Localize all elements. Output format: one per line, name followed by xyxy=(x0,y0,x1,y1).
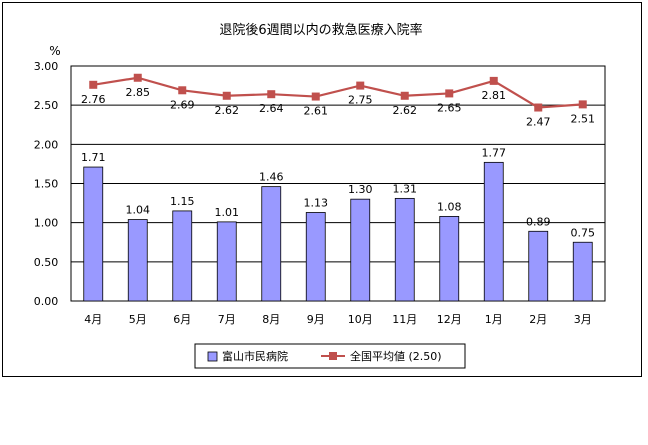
legend-line-marker xyxy=(329,352,337,360)
legend-label-line: 全国平均値 (2.50) xyxy=(350,349,442,363)
bar xyxy=(572,241,593,302)
bar-data-label: 1.31 xyxy=(393,182,418,195)
bar-data-label: 1.15 xyxy=(170,195,195,208)
line-point xyxy=(267,90,276,99)
bar-data-labels: 1.71 1.04 1.15 1.01 1.46 1.13 1.30 1.31 1.08 1.77… xyxy=(81,146,595,239)
line-data-label: 2.62 xyxy=(215,104,240,117)
x-tick-label: 11月 xyxy=(392,313,417,326)
line-point xyxy=(489,76,498,85)
line-point xyxy=(356,81,365,90)
line-data-label: 2.64 xyxy=(259,102,284,115)
bar-data-label: 1.46 xyxy=(259,171,284,184)
chart-frame: 退院後6週間以内の救急医療入院率 % 0.00 0.50 1.00 1.50 2.00 2… xyxy=(2,2,642,377)
line-point xyxy=(222,91,231,100)
bar-data-label: 1.13 xyxy=(304,196,329,209)
y-tick-label: 1.50 xyxy=(34,178,59,191)
legend-bar-swatch xyxy=(207,351,218,362)
y-tick-label: 2.00 xyxy=(34,138,59,151)
line-point xyxy=(178,86,187,95)
x-tick-label: 9月 xyxy=(307,313,325,326)
line-point xyxy=(311,92,320,101)
y-tick-label: 3.00 xyxy=(34,60,59,73)
line-data-label: 2.65 xyxy=(437,101,462,114)
bar xyxy=(394,197,415,302)
bar-data-label: 0.89 xyxy=(526,215,551,228)
line-data-label: 2.81 xyxy=(482,89,507,102)
line-data-labels: 2.76 2.85 2.69 2.62 2.64 2.61 2.75 2.62 2.65 2.81… xyxy=(81,86,595,129)
line-point xyxy=(400,91,409,100)
line-data-label: 2.51 xyxy=(571,112,596,125)
x-tick-label: 6月 xyxy=(173,313,191,326)
y-tick-label: 2.50 xyxy=(34,99,59,112)
bar-data-label: 1.30 xyxy=(348,183,373,196)
bar xyxy=(439,215,460,302)
x-tick-label: 8月 xyxy=(262,313,280,326)
y-tick-label: 0.00 xyxy=(34,295,59,308)
x-axis-ticks: 4月 5月 6月 7月 8月 9月 10月 11月 12月 1月 2月 3月 xyxy=(84,313,592,326)
bar-data-label: 1.08 xyxy=(437,200,462,213)
x-tick-label: 2月 xyxy=(529,313,547,326)
plot-area-border xyxy=(70,65,606,302)
line-point xyxy=(133,73,142,82)
bar xyxy=(528,230,549,302)
line-series xyxy=(89,73,587,112)
x-tick-label: 7月 xyxy=(218,313,236,326)
bar-data-label: 1.01 xyxy=(215,206,240,219)
bar-data-label: 1.04 xyxy=(126,204,151,217)
line-data-label: 2.85 xyxy=(126,86,151,99)
y-tick-label: 0.50 xyxy=(34,256,59,269)
x-tick-label: 12月 xyxy=(437,313,462,326)
bar-data-label: 0.75 xyxy=(571,226,596,239)
line-data-label: 2.47 xyxy=(526,116,551,129)
bar-data-label: 1.77 xyxy=(482,146,507,159)
bar xyxy=(305,212,326,302)
x-tick-label: 5月 xyxy=(129,313,147,326)
legend: 富山市民病院 全国平均値 (2.50) xyxy=(194,343,466,369)
chart-canvas: 退院後6週間以内の救急医療入院率 % 0.00 0.50 1.00 1.50 2.00 2… xyxy=(34,22,606,369)
line-data-label: 2.69 xyxy=(170,98,195,111)
line-data-label: 2.75 xyxy=(348,94,373,107)
bar xyxy=(83,166,104,302)
legend-label-bar: 富山市民病院 xyxy=(222,349,288,363)
bar xyxy=(216,221,237,302)
bar xyxy=(350,198,371,302)
chart-title: 退院後6週間以内の救急医療入院率 xyxy=(219,22,422,38)
line-data-label: 2.62 xyxy=(393,104,418,117)
bar xyxy=(127,219,148,302)
y-tick-label: 1.00 xyxy=(34,217,59,230)
line-point xyxy=(445,89,454,98)
line-data-label: 2.76 xyxy=(81,93,106,106)
x-tick-label: 3月 xyxy=(574,313,592,326)
line-point xyxy=(89,80,98,89)
line-data-label: 2.61 xyxy=(304,105,329,118)
x-tick-label: 4月 xyxy=(84,313,102,326)
line-point xyxy=(534,103,543,112)
x-tick-label: 1月 xyxy=(485,313,503,326)
line-point xyxy=(578,100,587,109)
bar-series xyxy=(83,161,593,302)
x-tick-label: 10月 xyxy=(348,313,373,326)
y-axis-ticks: 0.00 0.50 1.00 1.50 2.00 2.50 3.00 xyxy=(34,60,59,308)
bar-data-label: 1.71 xyxy=(81,151,106,164)
bar xyxy=(483,161,504,302)
grid-lines xyxy=(70,65,606,302)
line-path xyxy=(93,76,583,109)
bar xyxy=(172,210,193,302)
bar xyxy=(261,186,282,302)
y-axis-unit-label: % xyxy=(49,44,60,58)
